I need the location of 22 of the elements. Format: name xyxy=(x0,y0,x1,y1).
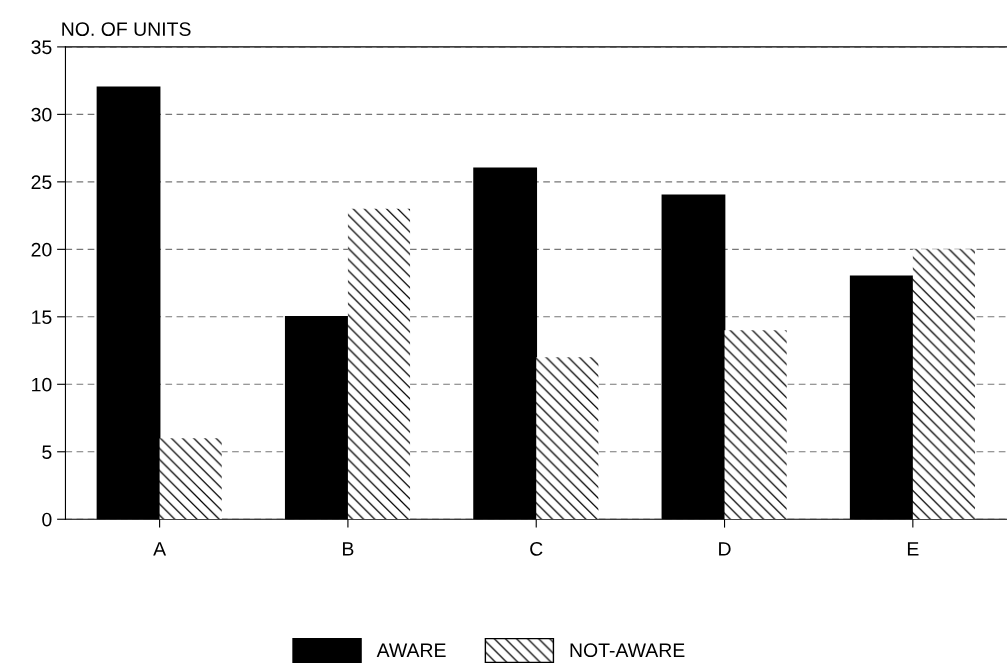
bar xyxy=(724,330,787,520)
y-tick-label: 25 xyxy=(31,175,52,190)
y-tick-label: 5 xyxy=(42,445,52,460)
y-tick-label: 20 xyxy=(31,242,52,257)
x-tick-label: C xyxy=(530,541,543,556)
x-tick-label: B xyxy=(343,542,354,556)
y-tick-label: 30 xyxy=(31,107,52,122)
y-tick-label: 10 xyxy=(32,377,52,392)
bar xyxy=(159,438,222,520)
x-tick-label: A xyxy=(153,542,167,556)
y-tick-label: 0 xyxy=(42,512,52,527)
y-axis-title: NO. OF UNITS xyxy=(62,22,191,36)
bar xyxy=(536,357,599,520)
bar xyxy=(912,249,975,520)
y-tick-label: 15 xyxy=(32,310,52,325)
legend-label: AWARE xyxy=(376,643,446,657)
y-tick-label: 35 xyxy=(31,40,52,55)
bar xyxy=(473,167,538,520)
x-tick-label: E xyxy=(907,542,919,556)
legend-label: NOT-AWARE xyxy=(570,643,685,658)
bar xyxy=(347,208,411,520)
x-tick-label: D xyxy=(719,542,731,556)
